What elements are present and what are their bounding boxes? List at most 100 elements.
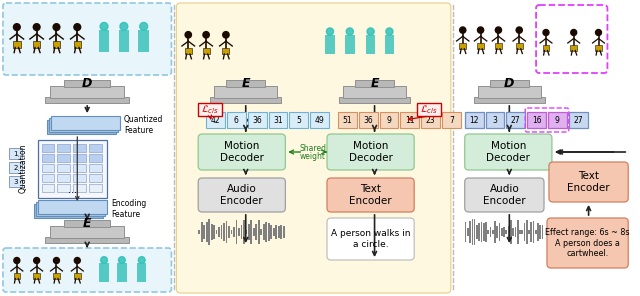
Bar (42, 154, 54, 162)
Circle shape (14, 258, 20, 263)
FancyBboxPatch shape (465, 178, 544, 212)
Text: Quantization: Quantization (19, 143, 28, 193)
Bar (137, 263, 147, 282)
Bar (206, 112, 225, 128)
Bar (516, 43, 523, 49)
Bar (47, 120, 116, 134)
Text: Effect range: 6s ~ 8s
A person does a
cartwheel.: Effect range: 6s ~ 8s A person does a ca… (545, 228, 630, 258)
Circle shape (367, 28, 374, 35)
Bar (358, 112, 378, 128)
Bar (510, 220, 512, 244)
Circle shape (33, 24, 40, 30)
Text: 27: 27 (511, 115, 520, 125)
Text: A person walks in
a circle.: A person walks in a circle. (331, 229, 410, 249)
Circle shape (203, 32, 209, 38)
Text: 23: 23 (426, 115, 435, 125)
Bar (9, 176, 22, 187)
Bar (477, 43, 484, 49)
Bar (117, 263, 127, 282)
Bar (42, 164, 54, 172)
Bar (45, 237, 129, 243)
Bar (497, 226, 498, 238)
Bar (269, 112, 287, 128)
Bar (355, 80, 394, 87)
FancyBboxPatch shape (549, 162, 628, 202)
Bar (198, 230, 200, 234)
Text: Encoding
Feature: Encoding Feature (111, 199, 146, 219)
Text: 9: 9 (555, 115, 560, 125)
Bar (478, 86, 541, 98)
Text: 51: 51 (342, 115, 352, 125)
Bar (278, 226, 280, 238)
Text: 31: 31 (273, 115, 283, 125)
Bar (537, 223, 539, 241)
Bar (210, 97, 282, 103)
Text: 12: 12 (469, 115, 479, 125)
Bar (205, 222, 207, 242)
Bar (89, 144, 102, 152)
Bar (548, 112, 567, 128)
Bar (273, 228, 275, 236)
Circle shape (34, 258, 40, 263)
Bar (58, 174, 70, 182)
Bar (226, 80, 266, 87)
Bar (260, 229, 262, 235)
Bar (490, 80, 529, 87)
FancyBboxPatch shape (465, 134, 552, 170)
Bar (221, 225, 223, 239)
Bar (216, 230, 218, 234)
Bar (74, 41, 81, 47)
Circle shape (346, 28, 353, 35)
Circle shape (53, 24, 60, 30)
Bar (494, 221, 496, 243)
Bar (211, 224, 212, 240)
Bar (118, 30, 129, 52)
Bar (343, 86, 406, 98)
Bar (74, 174, 86, 182)
Bar (13, 41, 20, 47)
Bar (230, 230, 232, 234)
Text: Motion
Decoder: Motion Decoder (220, 141, 264, 163)
Bar (45, 97, 129, 103)
Text: Motion
Decoder: Motion Decoder (349, 141, 392, 163)
Bar (380, 112, 398, 128)
Bar (243, 220, 245, 244)
Bar (283, 226, 285, 238)
Circle shape (74, 24, 81, 30)
Bar (266, 222, 268, 242)
Bar (289, 112, 308, 128)
Bar (42, 174, 54, 182)
Bar (250, 220, 252, 244)
Text: Quantized
Feature: Quantized Feature (124, 115, 163, 135)
Text: 11: 11 (405, 115, 415, 125)
Bar (519, 230, 521, 234)
Text: 49: 49 (315, 115, 324, 125)
Bar (49, 118, 118, 132)
Bar (248, 112, 266, 128)
Bar (508, 226, 509, 238)
Bar (74, 273, 81, 279)
Bar (246, 230, 248, 234)
Bar (474, 97, 545, 103)
Text: E: E (371, 77, 379, 90)
Bar (51, 116, 120, 130)
Bar (74, 184, 86, 192)
Bar (225, 221, 227, 243)
Bar (478, 223, 480, 241)
Bar (9, 148, 22, 159)
Bar (33, 41, 40, 47)
Bar (9, 162, 22, 173)
Bar (64, 80, 110, 87)
Bar (89, 174, 102, 182)
Text: ...: ... (68, 185, 77, 195)
Bar (460, 43, 466, 49)
Bar (13, 273, 20, 279)
Bar (526, 221, 527, 244)
Bar (255, 224, 257, 240)
Text: 1: 1 (13, 150, 18, 157)
Bar (522, 230, 523, 234)
Bar (36, 202, 105, 216)
Circle shape (386, 28, 393, 35)
FancyBboxPatch shape (327, 218, 414, 260)
Bar (236, 220, 237, 244)
